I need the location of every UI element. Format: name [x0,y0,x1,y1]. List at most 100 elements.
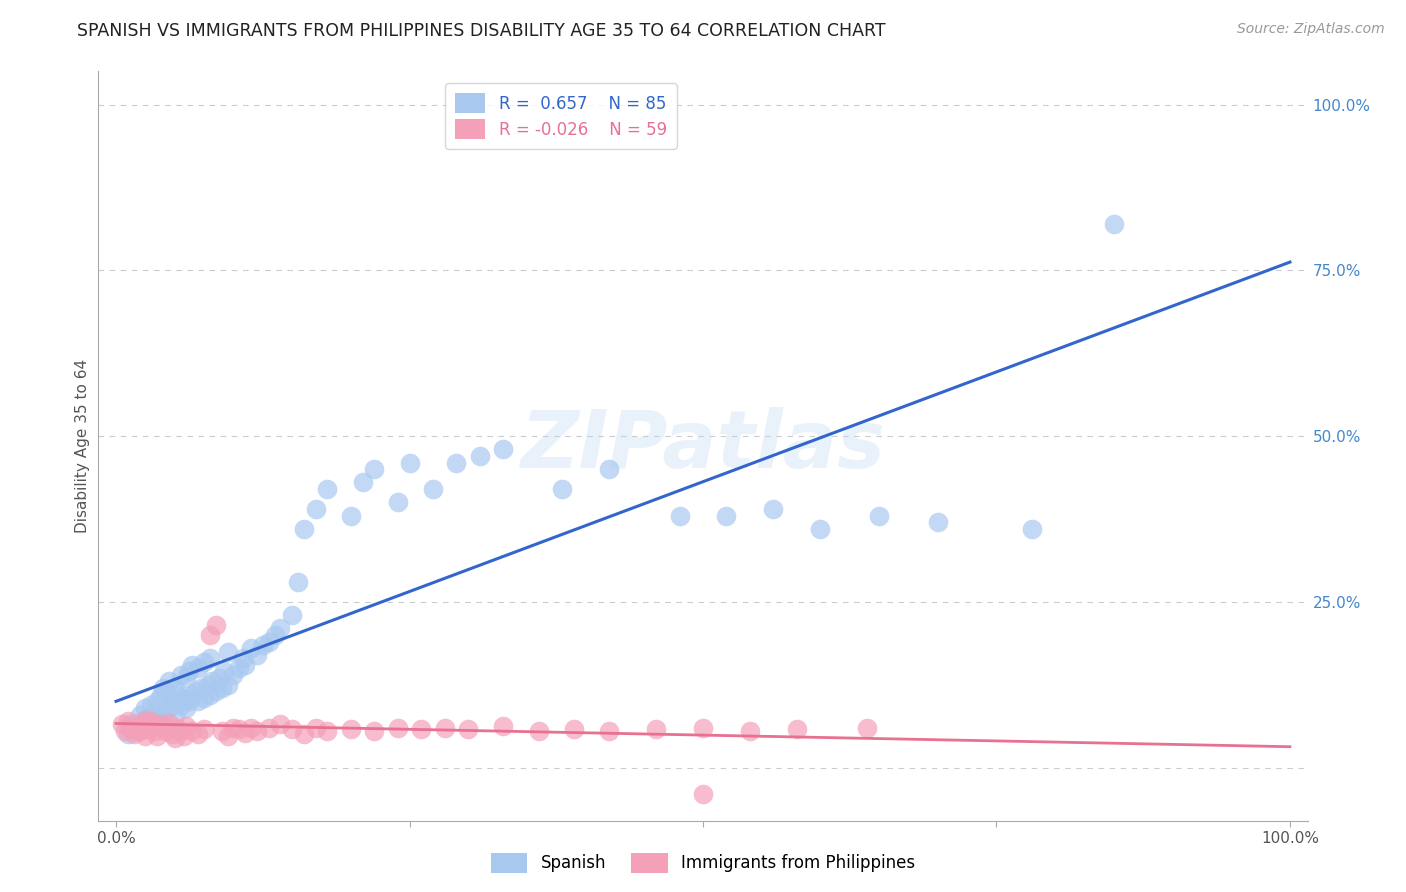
Point [1021,522,1043,536]
Point [166,688,188,702]
Point [141,698,163,712]
Point [692,721,714,735]
Point [187,661,209,675]
Point [257,721,280,735]
Point [149,717,172,731]
Point [492,442,515,457]
Point [142,707,165,722]
Point [222,667,245,681]
Point [808,522,831,536]
Point [155,704,177,718]
Point [127,721,149,735]
Point [162,727,184,741]
Point [240,721,263,735]
Point [232,651,254,665]
Point [468,449,491,463]
Point [598,462,620,476]
Point [134,701,156,715]
Point [786,722,808,736]
Point [163,707,186,722]
Point [692,787,714,801]
Point [1102,217,1125,231]
Point [201,674,224,689]
Point [155,684,177,698]
Point [117,714,139,728]
Point [114,724,136,739]
Point [598,724,620,739]
Point [340,508,363,523]
Point [134,729,156,743]
Point [173,690,195,705]
Point [204,618,226,632]
Point [155,724,177,739]
Point [422,482,444,496]
Point [252,638,274,652]
Point [181,688,204,702]
Point [193,690,215,705]
Point [152,721,174,735]
Point [197,678,219,692]
Point [166,721,188,735]
Point [551,482,574,496]
Point [246,648,269,662]
Point [169,698,191,712]
Point [157,715,180,730]
Point [269,621,291,635]
Point [146,694,169,708]
Point [527,724,550,739]
Point [363,462,385,476]
Point [146,729,169,743]
Point [141,717,163,731]
Point [269,717,291,731]
Point [208,671,231,685]
Point [157,674,180,689]
Point [134,713,156,727]
Point [198,688,221,702]
Point [211,724,233,739]
Point [233,657,256,672]
Point [492,719,515,733]
Point [149,711,172,725]
Point [281,722,304,736]
Point [222,721,245,735]
Point [152,707,174,722]
Point [263,628,285,642]
Point [177,665,200,679]
Point [457,722,479,736]
Point [169,724,191,739]
Point [233,726,256,740]
Point [128,707,150,722]
Point [127,724,149,739]
Point [181,657,204,672]
Point [316,724,339,739]
Point [120,717,142,731]
Point [184,684,207,698]
Point [128,724,150,739]
Point [193,655,215,669]
Point [120,721,142,735]
Point [304,502,326,516]
Point [246,724,269,739]
Legend: Spanish, Immigrants from Philippines: Spanish, Immigrants from Philippines [484,847,922,880]
Point [304,721,326,735]
Point [176,671,198,685]
Point [163,731,186,745]
Point [146,714,169,728]
Text: Source: ZipAtlas.com: Source: ZipAtlas.com [1237,22,1385,37]
Point [668,508,690,523]
Point [340,722,363,736]
Point [316,482,339,496]
Point [292,522,315,536]
Point [131,717,153,731]
Point [398,456,420,470]
Point [292,727,315,741]
Point [142,724,165,739]
Point [228,722,250,736]
Point [645,722,668,736]
Point [927,515,949,529]
Legend: R =  0.657    N = 85, R = -0.026    N = 59: R = 0.657 N = 85, R = -0.026 N = 59 [446,84,676,149]
Point [122,721,145,735]
Point [212,665,235,679]
Point [163,681,186,695]
Point [352,475,374,490]
